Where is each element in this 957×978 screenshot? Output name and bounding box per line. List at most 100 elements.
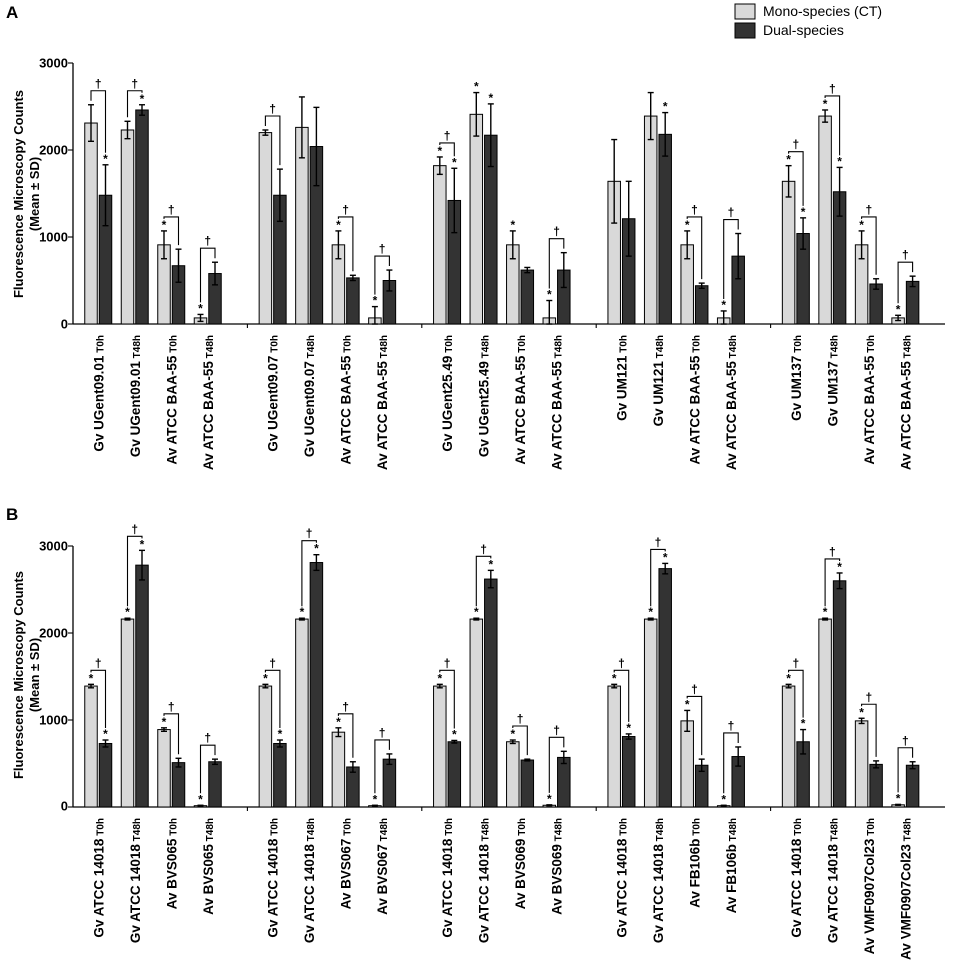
category-name: Gv ATCC 14018 <box>614 838 629 938</box>
legend-label-dual: Dual-species <box>763 22 844 38</box>
bar-dual <box>309 562 324 808</box>
significance-star: * <box>612 671 617 685</box>
comparison-bracket <box>90 90 107 153</box>
bar-mono <box>680 720 694 808</box>
significance-star: * <box>823 605 828 619</box>
bar-mono <box>258 132 273 325</box>
category-name: Av ATCC BAA-55 <box>862 355 877 465</box>
category-name: Gv ATCC 14018 <box>266 838 281 938</box>
dagger-mark: † <box>793 138 800 152</box>
category-time: T0h <box>618 335 629 356</box>
category-time: T0h <box>866 818 877 839</box>
y-tick-label: 3000 <box>39 539 68 554</box>
x-category-label: Gv ATCC 14018 T0h <box>91 818 106 938</box>
panel-b-plot: * * † Gv ATCC 14018 T0h * * † Gv ATCC 14018 T48… <box>68 522 945 960</box>
comparison-bracket <box>686 216 703 280</box>
x-category-label: Gv UGent09.01 T0h <box>91 335 106 452</box>
panel-b: B Fluorescence Microscopy Counts (Mean ±… <box>6 505 945 960</box>
category-name: Gv ATCC 14018 <box>825 844 840 944</box>
panel-b-yticks: 0 1000 2000 3000 <box>39 539 68 814</box>
x-category-label: Av ATCC BAA-55 T48h <box>898 335 913 470</box>
category-name: Gv ATCC 14018 <box>440 838 455 938</box>
category-name: Gv ATCC 14018 <box>789 838 804 938</box>
comparison-bracket <box>163 216 180 246</box>
dagger-mark: † <box>553 723 560 737</box>
comparison-bracket <box>199 247 216 303</box>
x-category-label: Av BVS065 T48h <box>201 818 216 915</box>
category-name: Av BVS069 <box>550 844 565 915</box>
category-time: T48h <box>379 335 390 361</box>
bar-mono <box>433 165 447 325</box>
x-category-label: Av ATCC BAA-55 T0h <box>164 335 179 465</box>
legend-label-mono: Mono-species (CT) <box>763 3 882 19</box>
significance-star: * <box>452 155 457 169</box>
bar-mono <box>643 115 658 325</box>
category-name: Av FB106b <box>724 844 739 913</box>
dagger-mark: † <box>728 206 735 220</box>
significance-star: * <box>626 721 631 735</box>
significance-star: * <box>474 605 479 619</box>
significance-star: * <box>510 218 515 232</box>
x-category-label: Av ATCC BAA-55 T0h <box>339 335 354 465</box>
comparison-bracket <box>548 238 565 289</box>
x-category-label: Gv ATCC 14018 T0h <box>266 818 281 938</box>
panel-a-ylabel-line2: (Mean ± SD) <box>27 157 42 231</box>
category-name: Av BVS065 <box>164 838 179 909</box>
significance-star: * <box>474 80 479 94</box>
x-category-label: Av ATCC BAA-55 T48h <box>550 335 565 470</box>
category-name: Av ATCC BAA-55 <box>550 361 565 471</box>
significance-star: * <box>300 605 305 619</box>
category-time: T0h <box>517 335 528 356</box>
significance-star: * <box>125 605 130 619</box>
bar-dual <box>447 741 462 808</box>
significance-star: * <box>721 298 726 312</box>
significance-star: * <box>140 537 145 551</box>
significance-star: * <box>859 705 864 719</box>
category-name: Av ATCC BAA-55 <box>339 355 354 465</box>
significance-star: * <box>336 218 341 232</box>
significance-star: * <box>801 205 806 219</box>
comparison-bracket <box>374 255 390 295</box>
category-time: T48h <box>306 818 317 844</box>
x-category-label: Av FB106b T48h <box>724 818 739 913</box>
category-name: Gv UM137 <box>789 356 804 421</box>
significance-star: * <box>198 301 203 315</box>
bar-mono <box>331 731 346 808</box>
bar-dual <box>905 764 920 808</box>
dagger-mark: † <box>691 203 698 217</box>
category-time: T0h <box>270 818 281 839</box>
panel-b-ylabel: Fluorescence Microscopy Counts (Mean ± S… <box>11 571 42 779</box>
x-category-label: Gv ATCC 14018 T0h <box>789 818 804 938</box>
comparison-bracket <box>126 535 143 607</box>
x-category-label: Gv ATCC 14018 T48h <box>825 818 840 943</box>
x-category-label: Gv UGent25.49 T0h <box>440 335 455 452</box>
dagger-mark: † <box>95 77 102 91</box>
category-time: T48h <box>306 335 317 361</box>
bar-mono <box>781 685 796 808</box>
comparison-bracket <box>439 142 455 157</box>
dagger-mark: † <box>342 203 349 217</box>
category-time: T0h <box>168 335 179 356</box>
bar-mono <box>120 618 135 808</box>
comparison-bracket <box>90 669 107 729</box>
significance-star: * <box>263 671 268 685</box>
comparison-bracket <box>861 703 877 757</box>
x-category-label: Gv UGent09.01 T48h <box>128 335 143 457</box>
category-time: T0h <box>793 818 804 839</box>
dagger-mark: † <box>553 225 560 239</box>
category-time: T0h <box>444 818 455 839</box>
panel-a: A Fluorescence Microscopy Counts (Mean ±… <box>6 3 945 470</box>
significance-star: * <box>373 294 378 308</box>
category-name: Av FB106b <box>687 839 702 908</box>
panel-a-ylabel: Fluorescence Microscopy Counts (Mean ± S… <box>11 90 42 298</box>
dagger-mark: † <box>168 700 175 714</box>
bar-dual <box>273 742 287 808</box>
significance-star: * <box>89 671 94 685</box>
category-time: T48h <box>655 818 666 844</box>
comparison-bracket <box>788 669 804 718</box>
significance-star: * <box>786 671 791 685</box>
category-time: T0h <box>168 818 179 839</box>
comparison-bracket <box>126 90 143 118</box>
significance-star: * <box>373 792 378 806</box>
